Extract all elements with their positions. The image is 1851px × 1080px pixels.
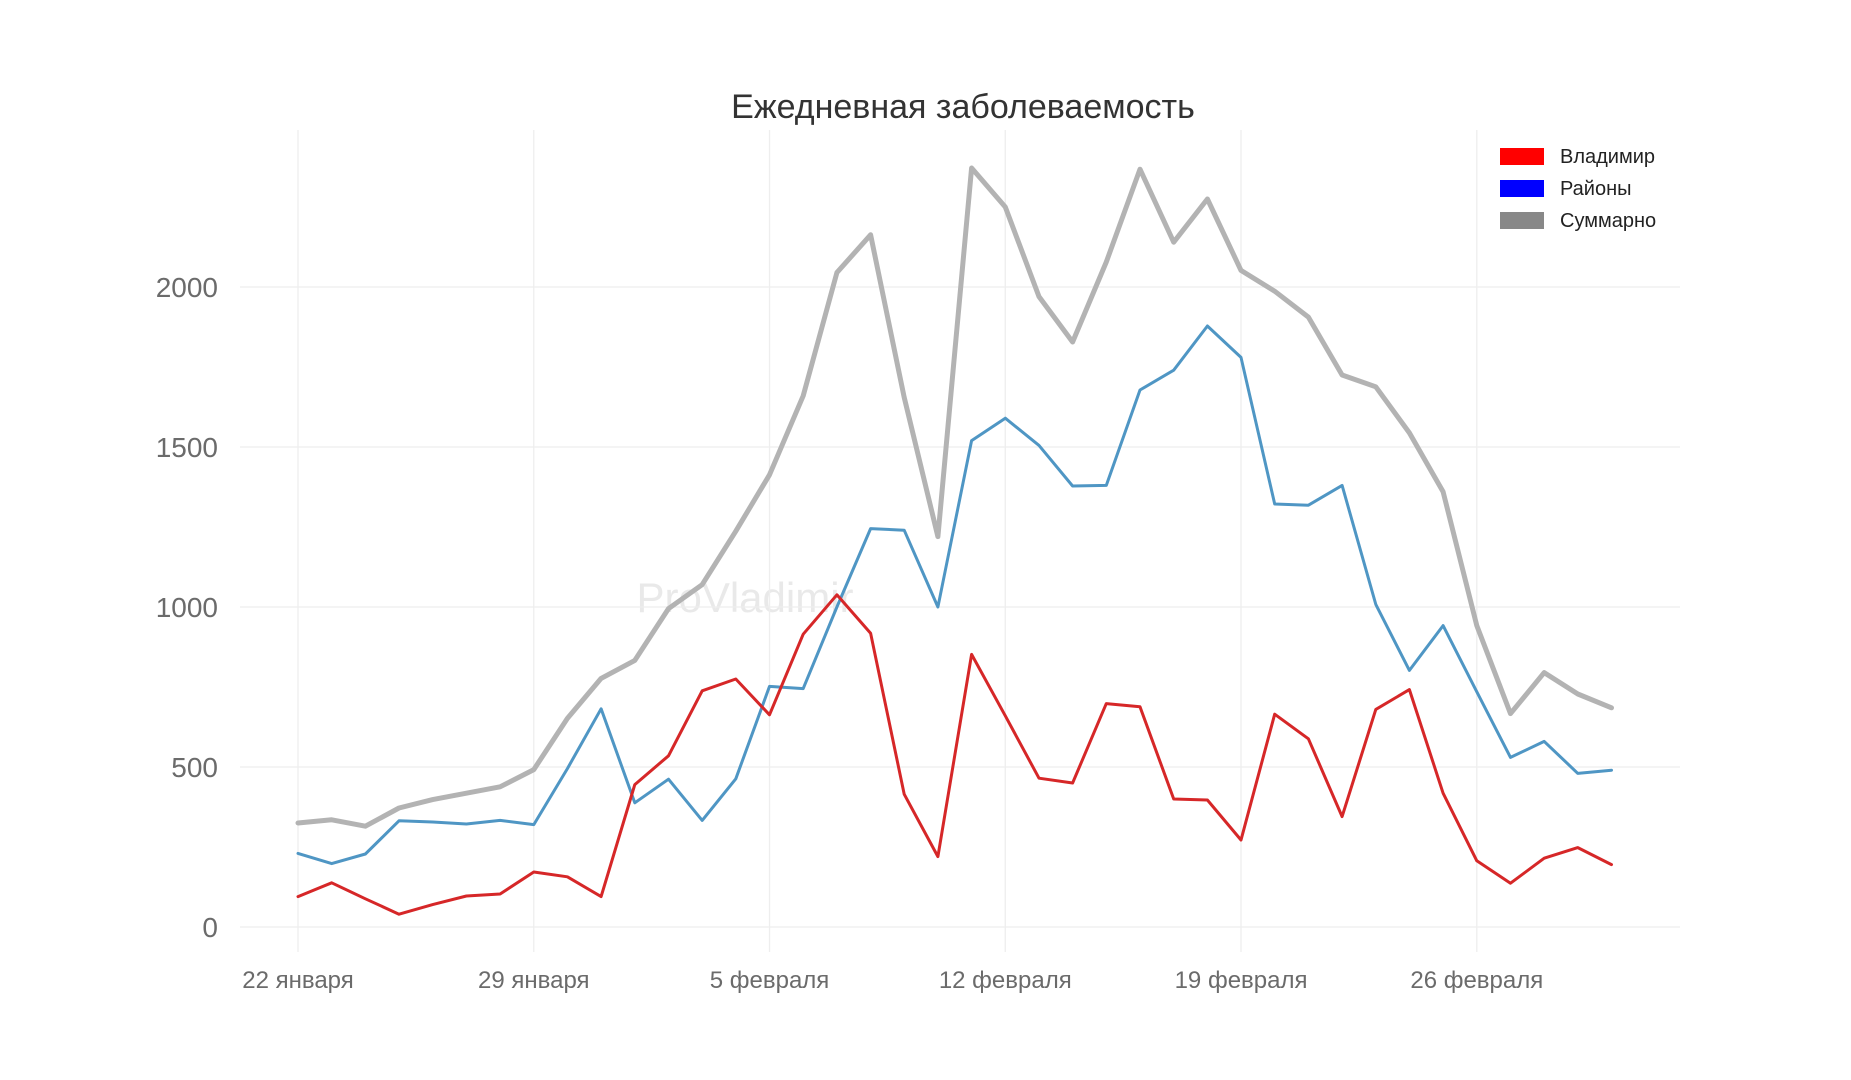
x-axis-ticks: 22 января 29 января 5 февраля 12 февраля 19 … [242, 967, 1543, 994]
legend-label: Владимир [1560, 146, 1655, 168]
series-line-summarno [295, 165, 1614, 829]
y-tick-label: 1000 [156, 592, 218, 623]
series-line-vladimir [296, 593, 1613, 916]
x-tick-label: 26 февраля [1410, 967, 1543, 994]
y-tick-label: 2000 [156, 272, 218, 303]
legend-swatch [1500, 180, 1544, 197]
y-tick-label: 0 [202, 912, 218, 943]
legend: Владимир Районы Суммарно [1500, 146, 1656, 232]
grid [240, 130, 1680, 952]
x-tick-label: 5 февраля [710, 967, 830, 994]
legend-label: Суммарно [1560, 210, 1656, 232]
x-tick-label: 19 февраля [1175, 967, 1308, 994]
x-tick-label: 22 января [242, 967, 354, 994]
y-tick-label: 500 [171, 752, 218, 783]
x-tick-label: 12 февраля [939, 967, 1072, 994]
y-tick-label: 1500 [156, 432, 218, 463]
x-tick-label: 29 января [478, 967, 590, 994]
legend-swatch [1500, 212, 1544, 229]
chart-title: Ежедневная заболеваемость [731, 88, 1195, 126]
series-line-rayony [296, 324, 1613, 866]
series-lines [295, 165, 1614, 916]
watermark: ProVladimir [636, 574, 853, 621]
y-axis-ticks: 0 500 1000 1500 2000 [156, 272, 218, 943]
legend-swatch [1500, 148, 1544, 165]
legend-label: Районы [1560, 178, 1632, 200]
